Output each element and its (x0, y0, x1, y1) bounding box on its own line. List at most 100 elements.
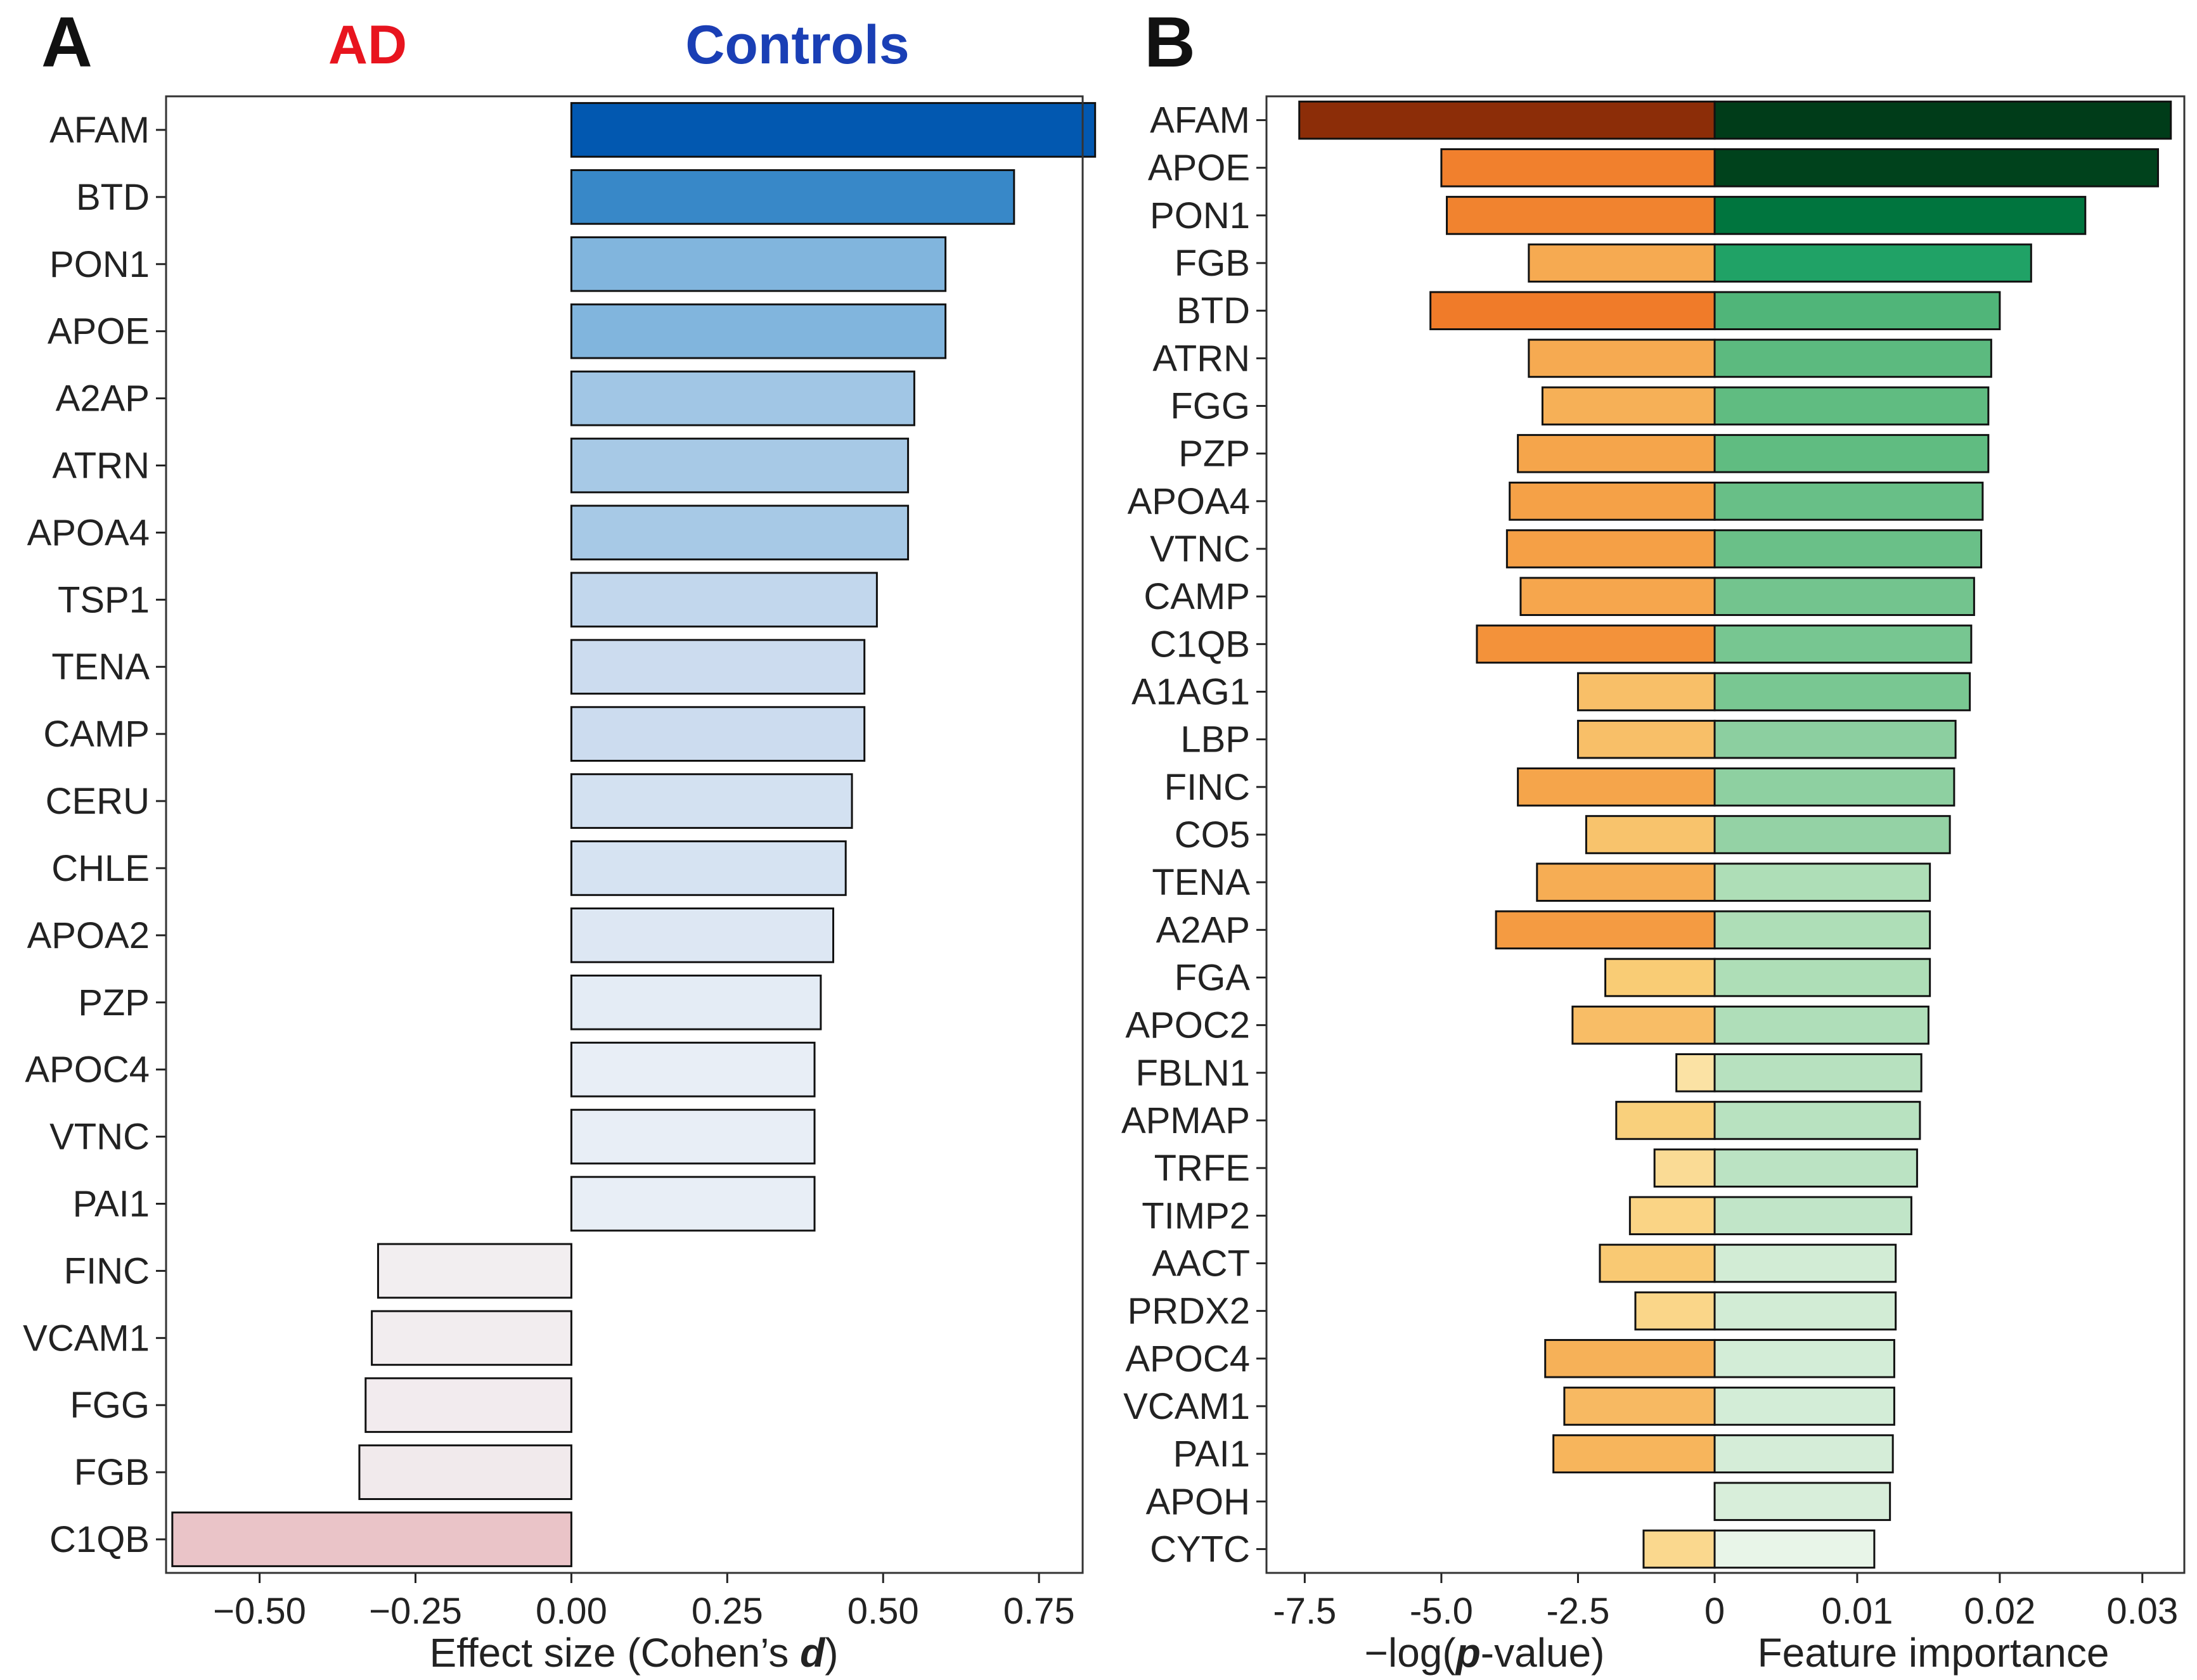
pvalue-bar-FGB (1528, 243, 1716, 283)
ylabel-PAI1: PAI1 (73, 1184, 150, 1225)
panel-b-letter: B (1144, 3, 1195, 82)
bar-PON1 (570, 236, 947, 292)
importance-bar-PAI1 (1713, 1434, 1894, 1473)
xtick-left-label-0: -7.5 (1273, 1591, 1336, 1632)
pvalue-bar-AACT (1599, 1243, 1716, 1283)
ylabel-b-AFAM: AFAM (1150, 100, 1250, 141)
pvalue-bar-BTD (1429, 291, 1716, 331)
ylabel-b-C1QB: C1QB (1150, 624, 1250, 665)
pvalue-bar-CYTC (1642, 1529, 1716, 1569)
xtick-label-3: 0.25 (692, 1591, 763, 1632)
importance-bar-PZP (1713, 433, 1990, 473)
pvalue-bar-TIMP2 (1628, 1196, 1716, 1236)
panel-b-xlabel-left: −log(p-value) (1365, 1630, 1605, 1676)
bar-FINC (377, 1243, 572, 1299)
panel-a-frame (165, 95, 1084, 1574)
bar-FGG (364, 1377, 572, 1433)
importance-bar-A1AG1 (1713, 672, 1971, 712)
importance-bar-C1QB (1713, 624, 1973, 664)
importance-bar-APOH (1713, 1482, 1891, 1522)
ylabel-b-APOH: APOH (1146, 1481, 1250, 1522)
xtick-label-2: 0.00 (536, 1591, 607, 1632)
importance-bar-APOA4 (1713, 482, 1984, 521)
pvalue-bar-APMAP (1615, 1101, 1716, 1140)
ylabel-b-VCAM1: VCAM1 (1123, 1386, 1250, 1427)
ylabel-b-PAI1: PAI1 (1173, 1433, 1250, 1475)
ylabel-b-APOC2: APOC2 (1125, 1005, 1250, 1046)
pvalue-bar-PAI1 (1552, 1434, 1716, 1473)
ylabel-b-TENA: TENA (1152, 862, 1250, 903)
ylabel-b-FINC: FINC (1164, 767, 1250, 808)
ylabel-b-FGG: FGG (1170, 386, 1250, 427)
bar-PZP (570, 974, 822, 1030)
ylabel-b-VTNC: VTNC (1150, 529, 1250, 570)
ylabel-FINC: FINC (64, 1250, 150, 1292)
bar-APOC4 (570, 1041, 816, 1098)
importance-bar-AFAM (1713, 100, 2172, 140)
pvalue-bar-FGG (1541, 386, 1716, 426)
pvalue-bar-TRFE (1653, 1148, 1716, 1188)
importance-bar-APOE (1713, 148, 2160, 188)
ylabel-TENA: TENA (51, 646, 150, 688)
panel-a-letter: A (41, 3, 93, 82)
ylabel-C1QB: C1QB (49, 1519, 150, 1560)
importance-bar-FINC (1713, 767, 1955, 807)
group-label-ad: AD (328, 15, 407, 75)
bar-APOA2 (570, 907, 835, 963)
ylabel-FGB: FGB (74, 1452, 150, 1493)
ylabel-VCAM1: VCAM1 (23, 1318, 150, 1359)
xtick-right-label-0: 0.01 (1821, 1591, 1893, 1632)
bar-A2AP (570, 370, 915, 426)
xtick-left-label-1: -5.0 (1410, 1591, 1473, 1632)
pvalue-bar-C1QB (1476, 624, 1716, 664)
pvalue-bar-PZP (1517, 433, 1716, 473)
pvalue-bar-A2AP (1495, 910, 1716, 950)
bar-C1QB (171, 1511, 572, 1567)
ylabel-b-A1AG1: A1AG1 (1131, 672, 1250, 713)
bar-AFAM (570, 102, 1097, 158)
pvalue-bar-VCAM1 (1563, 1387, 1716, 1426)
ylabel-b-PRDX2: PRDX2 (1128, 1291, 1250, 1332)
xtick-label-1: −0.25 (369, 1591, 462, 1632)
pvalue-bar-TENA (1536, 862, 1716, 902)
ylabel-AFAM: AFAM (49, 110, 150, 151)
ylabel-FGG: FGG (70, 1385, 150, 1426)
ylabel-b-ATRN: ATRN (1152, 338, 1250, 379)
bar-APOE (570, 303, 947, 359)
pvalue-bar-ATRN (1528, 338, 1716, 378)
ylabel-b-FBLN1: FBLN1 (1135, 1053, 1250, 1094)
pvalue-bar-LBP (1576, 719, 1716, 759)
pvalue-bar-APOC2 (1571, 1005, 1716, 1045)
importance-bar-FGA (1713, 958, 1931, 997)
ylabel-APOE: APOE (48, 311, 150, 352)
ylabel-b-PON1: PON1 (1150, 195, 1250, 236)
importance-bar-FGG (1713, 386, 1990, 426)
importance-bar-ATRN (1713, 338, 1992, 378)
ylabel-b-CAMP: CAMP (1144, 576, 1250, 617)
xtick-label-4: 0.50 (847, 1591, 919, 1632)
pvalue-bar-A1AG1 (1576, 672, 1716, 712)
panel-b-xlabel-right: Feature importance (1758, 1630, 2110, 1676)
panel-b-frame (1265, 95, 2186, 1574)
ylabel-ATRN: ATRN (52, 446, 150, 487)
xtick-right-label-2: 0.03 (2106, 1591, 2178, 1632)
ylabel-b-APMAP: APMAP (1121, 1100, 1250, 1141)
pvalue-bar-APOC4 (1544, 1338, 1716, 1378)
bar-VTNC (570, 1108, 816, 1165)
pvalue-bar-APOE (1440, 148, 1716, 188)
importance-bar-FBLN1 (1713, 1053, 1923, 1093)
ylabel-CHLE: CHLE (51, 848, 150, 889)
pvalue-bar-FINC (1517, 767, 1716, 807)
bar-CERU (570, 773, 853, 829)
xtick-right-label-1: 0.02 (1964, 1591, 2035, 1632)
panel-a-xlabel: Effect size (Cohen’s d) (430, 1630, 839, 1676)
ylabel-b-TRFE: TRFE (1154, 1148, 1250, 1189)
ylabel-b-LBP: LBP (1180, 719, 1250, 760)
importance-bar-APOC2 (1713, 1005, 1930, 1045)
ylabel-b-CYTC: CYTC (1150, 1529, 1250, 1570)
importance-bar-PON1 (1713, 196, 2087, 235)
importance-bar-LBP (1713, 719, 1957, 759)
ylabel-PZP: PZP (78, 982, 150, 1023)
xtick-label-0: −0.50 (213, 1591, 306, 1632)
